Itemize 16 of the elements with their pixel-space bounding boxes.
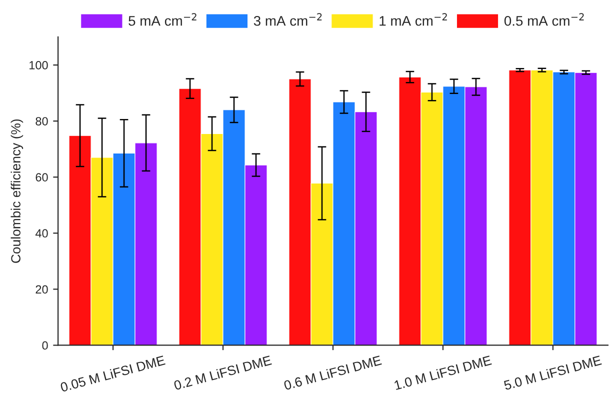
x-tick-label: 0.2 M LiFSI DME xyxy=(173,355,272,390)
x-tick-label: 5.0 M LiFSI DME xyxy=(503,355,602,390)
y-tick-label: 40 xyxy=(35,229,48,238)
x-tick-label: 0.6 M LiFSI DME xyxy=(283,355,382,390)
legend-label: 3 mA cm$^{−2}$ xyxy=(254,13,322,26)
y-axis-title: Coulombic efficiency (%) xyxy=(10,119,24,263)
legend-label: 5 mA cm$^{−2}$ xyxy=(128,13,196,26)
x-tick-label: 0.05 M LiFSI DME xyxy=(60,355,166,392)
y-tick-label: 60 xyxy=(36,173,48,182)
legend-label: 0.5 mA cm$^{−2}$ xyxy=(504,13,584,26)
x-tick-label: 1.0 M LiFSI DME xyxy=(394,355,492,390)
y-tick-label: 0 xyxy=(42,341,48,350)
y-tick-label: 20 xyxy=(36,285,48,294)
y-tick-label: 100 xyxy=(30,61,48,70)
y-tick-label: 80 xyxy=(36,117,48,126)
legend-label: 1 mA cm$^{−2}$ xyxy=(380,13,447,26)
